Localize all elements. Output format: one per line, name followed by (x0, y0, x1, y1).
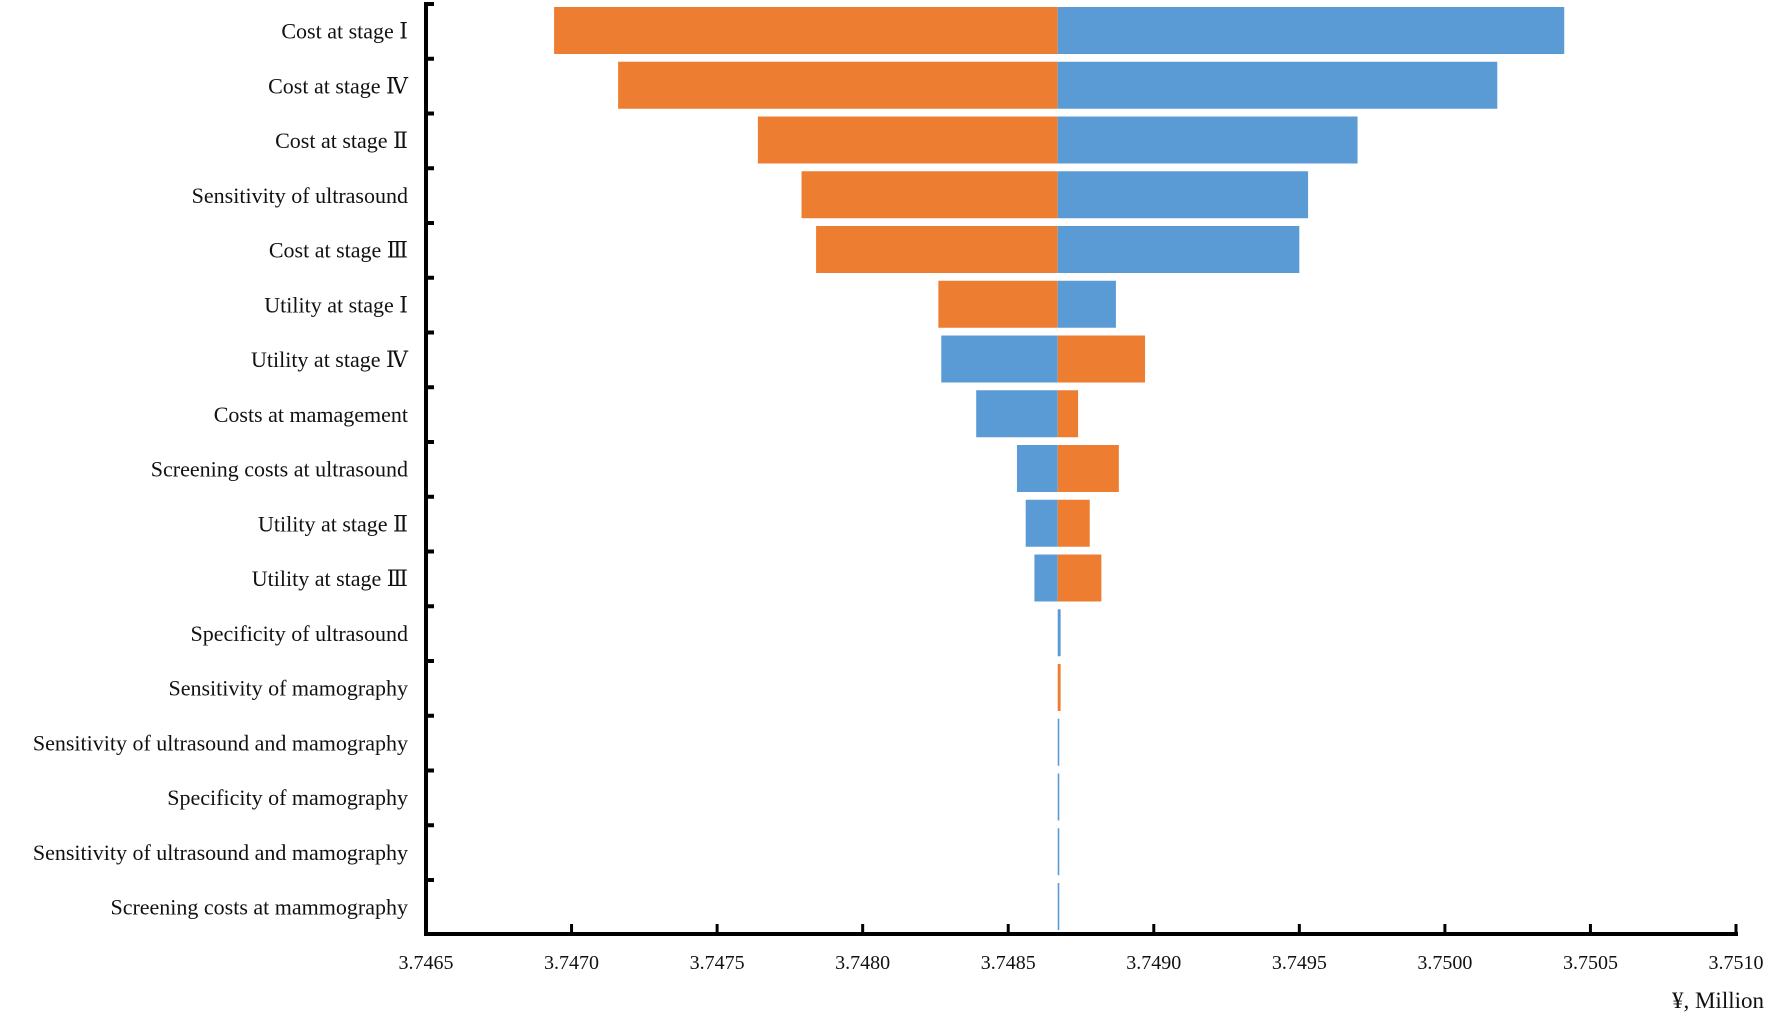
y-category-label: Screening costs at mammography (110, 895, 408, 920)
bar-low-segment (618, 61, 1058, 109)
bar-low-segment (941, 335, 1058, 383)
bar-high-segment (1057, 883, 1060, 930)
bar-low-segment (801, 171, 1058, 219)
x-tick-label: 3.7490 (1126, 952, 1181, 974)
bar-high-segment (1057, 445, 1119, 492)
x-tick-label: 3.7495 (1272, 952, 1327, 974)
bar-high-segment (1057, 390, 1079, 438)
y-category-label: Specificity of ultrasound (190, 621, 408, 646)
y-category-label: Utility at stage Ⅲ (252, 566, 408, 591)
bar-high-segment (1057, 280, 1116, 328)
axes-layer (424, 2, 1738, 936)
bar-low-segment (976, 390, 1058, 438)
y-category-label: Screening costs at ultrasound (151, 457, 408, 482)
bar-low-segment (757, 116, 1058, 164)
x-tick-label: 3.7475 (690, 952, 745, 974)
y-category-label: Sensitivity of ultrasound (192, 183, 408, 208)
bar-high-segment (1057, 7, 1565, 54)
bar-high-segment (1057, 226, 1300, 273)
bar-high-segment (1057, 664, 1061, 711)
bar-low-segment (1025, 499, 1058, 547)
y-labels-layer: Cost at stage Ⅰ Cost at stage Ⅳ Cost at st… (33, 19, 409, 920)
bar-low-segment (938, 280, 1058, 328)
y-category-label: Costs at mamagement (214, 402, 408, 427)
bars-layer (554, 7, 1565, 930)
bar-high-segment (1057, 828, 1060, 876)
x-axis-title: ¥, Million (1672, 988, 1765, 1013)
bar-high-segment (1057, 335, 1146, 383)
bar-low-segment (816, 226, 1058, 273)
x-tick-label: 3.7470 (544, 952, 599, 974)
y-category-label: Cost at stage Ⅰ (281, 19, 408, 44)
bar-low-segment (1016, 445, 1058, 492)
y-category-label: Specificity of mamography (167, 785, 408, 810)
bar-low-segment (554, 7, 1058, 54)
y-category-label: Sensitivity of ultrasound and mamography (33, 840, 408, 865)
y-category-label: Utility at stage Ⅳ (251, 347, 409, 372)
x-tick-label: 3.7465 (399, 952, 454, 974)
y-category-label: Utility at stage Ⅱ (258, 511, 408, 536)
x-tick-label: 3.7485 (981, 952, 1036, 974)
bar-high-segment (1057, 773, 1060, 821)
y-category-label: Sensitivity of mamography (168, 676, 408, 701)
y-category-label: Utility at stage Ⅰ (264, 292, 408, 317)
y-category-label: Cost at stage Ⅱ (275, 128, 408, 153)
bar-low-segment (1034, 554, 1058, 602)
bar-high-segment (1057, 171, 1309, 219)
bar-high-segment (1057, 116, 1358, 164)
x-tick-label: 3.7510 (1709, 952, 1764, 974)
x-tick-label: 3.7500 (1417, 952, 1472, 974)
bar-high-segment (1057, 61, 1498, 109)
y-category-label: Sensitivity of ultrasound and mamography (33, 730, 408, 755)
y-category-label: Cost at stage Ⅳ (268, 73, 409, 98)
bar-high-segment (1057, 718, 1060, 766)
x-ticks-layer: 3.7465 3.7470 3.7475 3.7480 3.7485 3.7490 3.74… (399, 924, 1764, 974)
bar-high-segment (1057, 499, 1090, 547)
bar-high-segment (1057, 609, 1061, 657)
bar-high-segment (1057, 554, 1102, 602)
x-tick-label: 3.7505 (1563, 952, 1618, 974)
y-category-label: Cost at stage Ⅲ (269, 238, 408, 263)
x-tick-label: 3.7480 (835, 952, 890, 974)
